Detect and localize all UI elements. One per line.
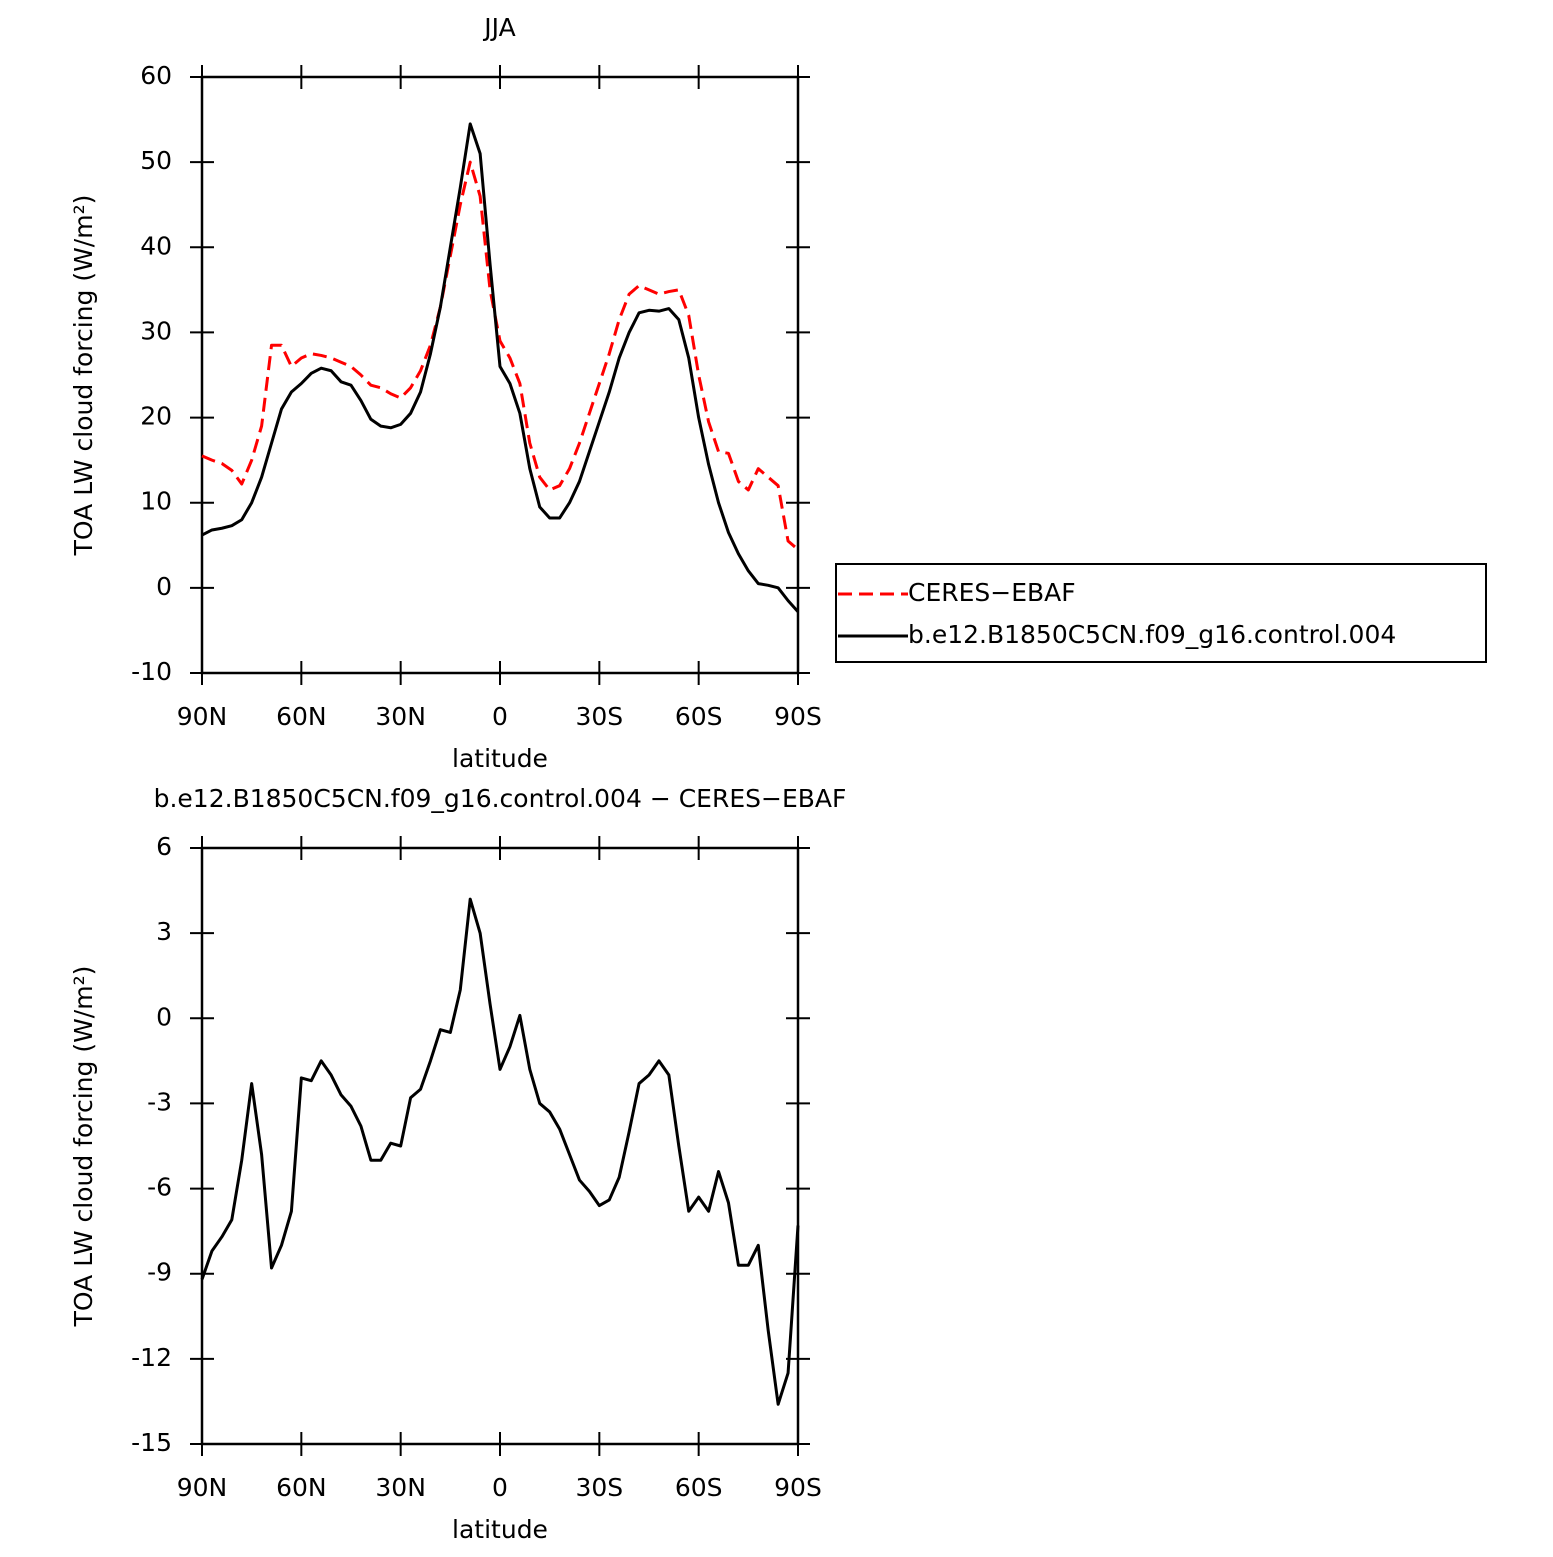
data-line bbox=[201, 122, 800, 613]
x-tick-label: 30N bbox=[375, 702, 426, 731]
y-tick-label: -10 bbox=[131, 657, 172, 686]
y-tick-label: -15 bbox=[131, 1428, 172, 1457]
x-tick-label: 60S bbox=[675, 1473, 723, 1502]
x-tick-label: 30S bbox=[575, 702, 623, 731]
chart-title: b.e12.B1850C5CN.f09_g16.control.004 − CE… bbox=[154, 784, 847, 813]
y-tick-label: 20 bbox=[140, 402, 172, 431]
plot-frame bbox=[200, 75, 800, 675]
y-tick-label: 0 bbox=[156, 572, 172, 601]
y-tick-label: 30 bbox=[140, 316, 172, 345]
x-axis-label: latitude bbox=[452, 744, 548, 773]
x-tick-label: 90N bbox=[177, 702, 228, 731]
x-tick-label: 90S bbox=[774, 1473, 822, 1502]
x-tick-label: 60N bbox=[276, 702, 327, 731]
y-tick-label: 50 bbox=[140, 146, 172, 175]
y-tick-label: -12 bbox=[131, 1343, 172, 1372]
y-axis-label: TOA LW cloud forcing (W/m²) bbox=[69, 966, 98, 1328]
y-tick-label: -3 bbox=[147, 1087, 172, 1116]
x-tick-label: 60S bbox=[675, 702, 723, 731]
x-tick-label: 60N bbox=[276, 1473, 327, 1502]
y-tick-label: -6 bbox=[147, 1173, 172, 1202]
x-tick-label: 90N bbox=[177, 1473, 228, 1502]
plot-frame bbox=[200, 846, 800, 1446]
x-axis-label: latitude bbox=[452, 1515, 548, 1544]
y-tick-label: 10 bbox=[140, 487, 172, 516]
data-line bbox=[200, 897, 800, 1406]
x-tick-label: 30S bbox=[575, 1473, 623, 1502]
y-tick-label: -9 bbox=[147, 1258, 172, 1287]
x-tick-label: 0 bbox=[492, 702, 508, 731]
x-tick-label: 0 bbox=[492, 1473, 508, 1502]
x-tick-label: 30N bbox=[375, 1473, 426, 1502]
x-tick-label: 90S bbox=[774, 702, 822, 731]
y-tick-label: 6 bbox=[156, 832, 172, 861]
y-tick-label: 40 bbox=[140, 231, 172, 260]
y-axis-label: TOA LW cloud forcing (W/m²) bbox=[69, 195, 98, 557]
legend-label: b.e12.B1850C5CN.f09_g16.control.004 bbox=[908, 620, 1396, 649]
y-tick-label: 60 bbox=[140, 61, 172, 90]
y-tick-label: 3 bbox=[156, 917, 172, 946]
legend-label: CERES−EBAF bbox=[908, 578, 1076, 607]
y-tick-label: 0 bbox=[156, 1002, 172, 1031]
chart-title: JJA bbox=[482, 13, 515, 42]
legend-box bbox=[835, 563, 1487, 663]
data-line bbox=[201, 160, 799, 551]
